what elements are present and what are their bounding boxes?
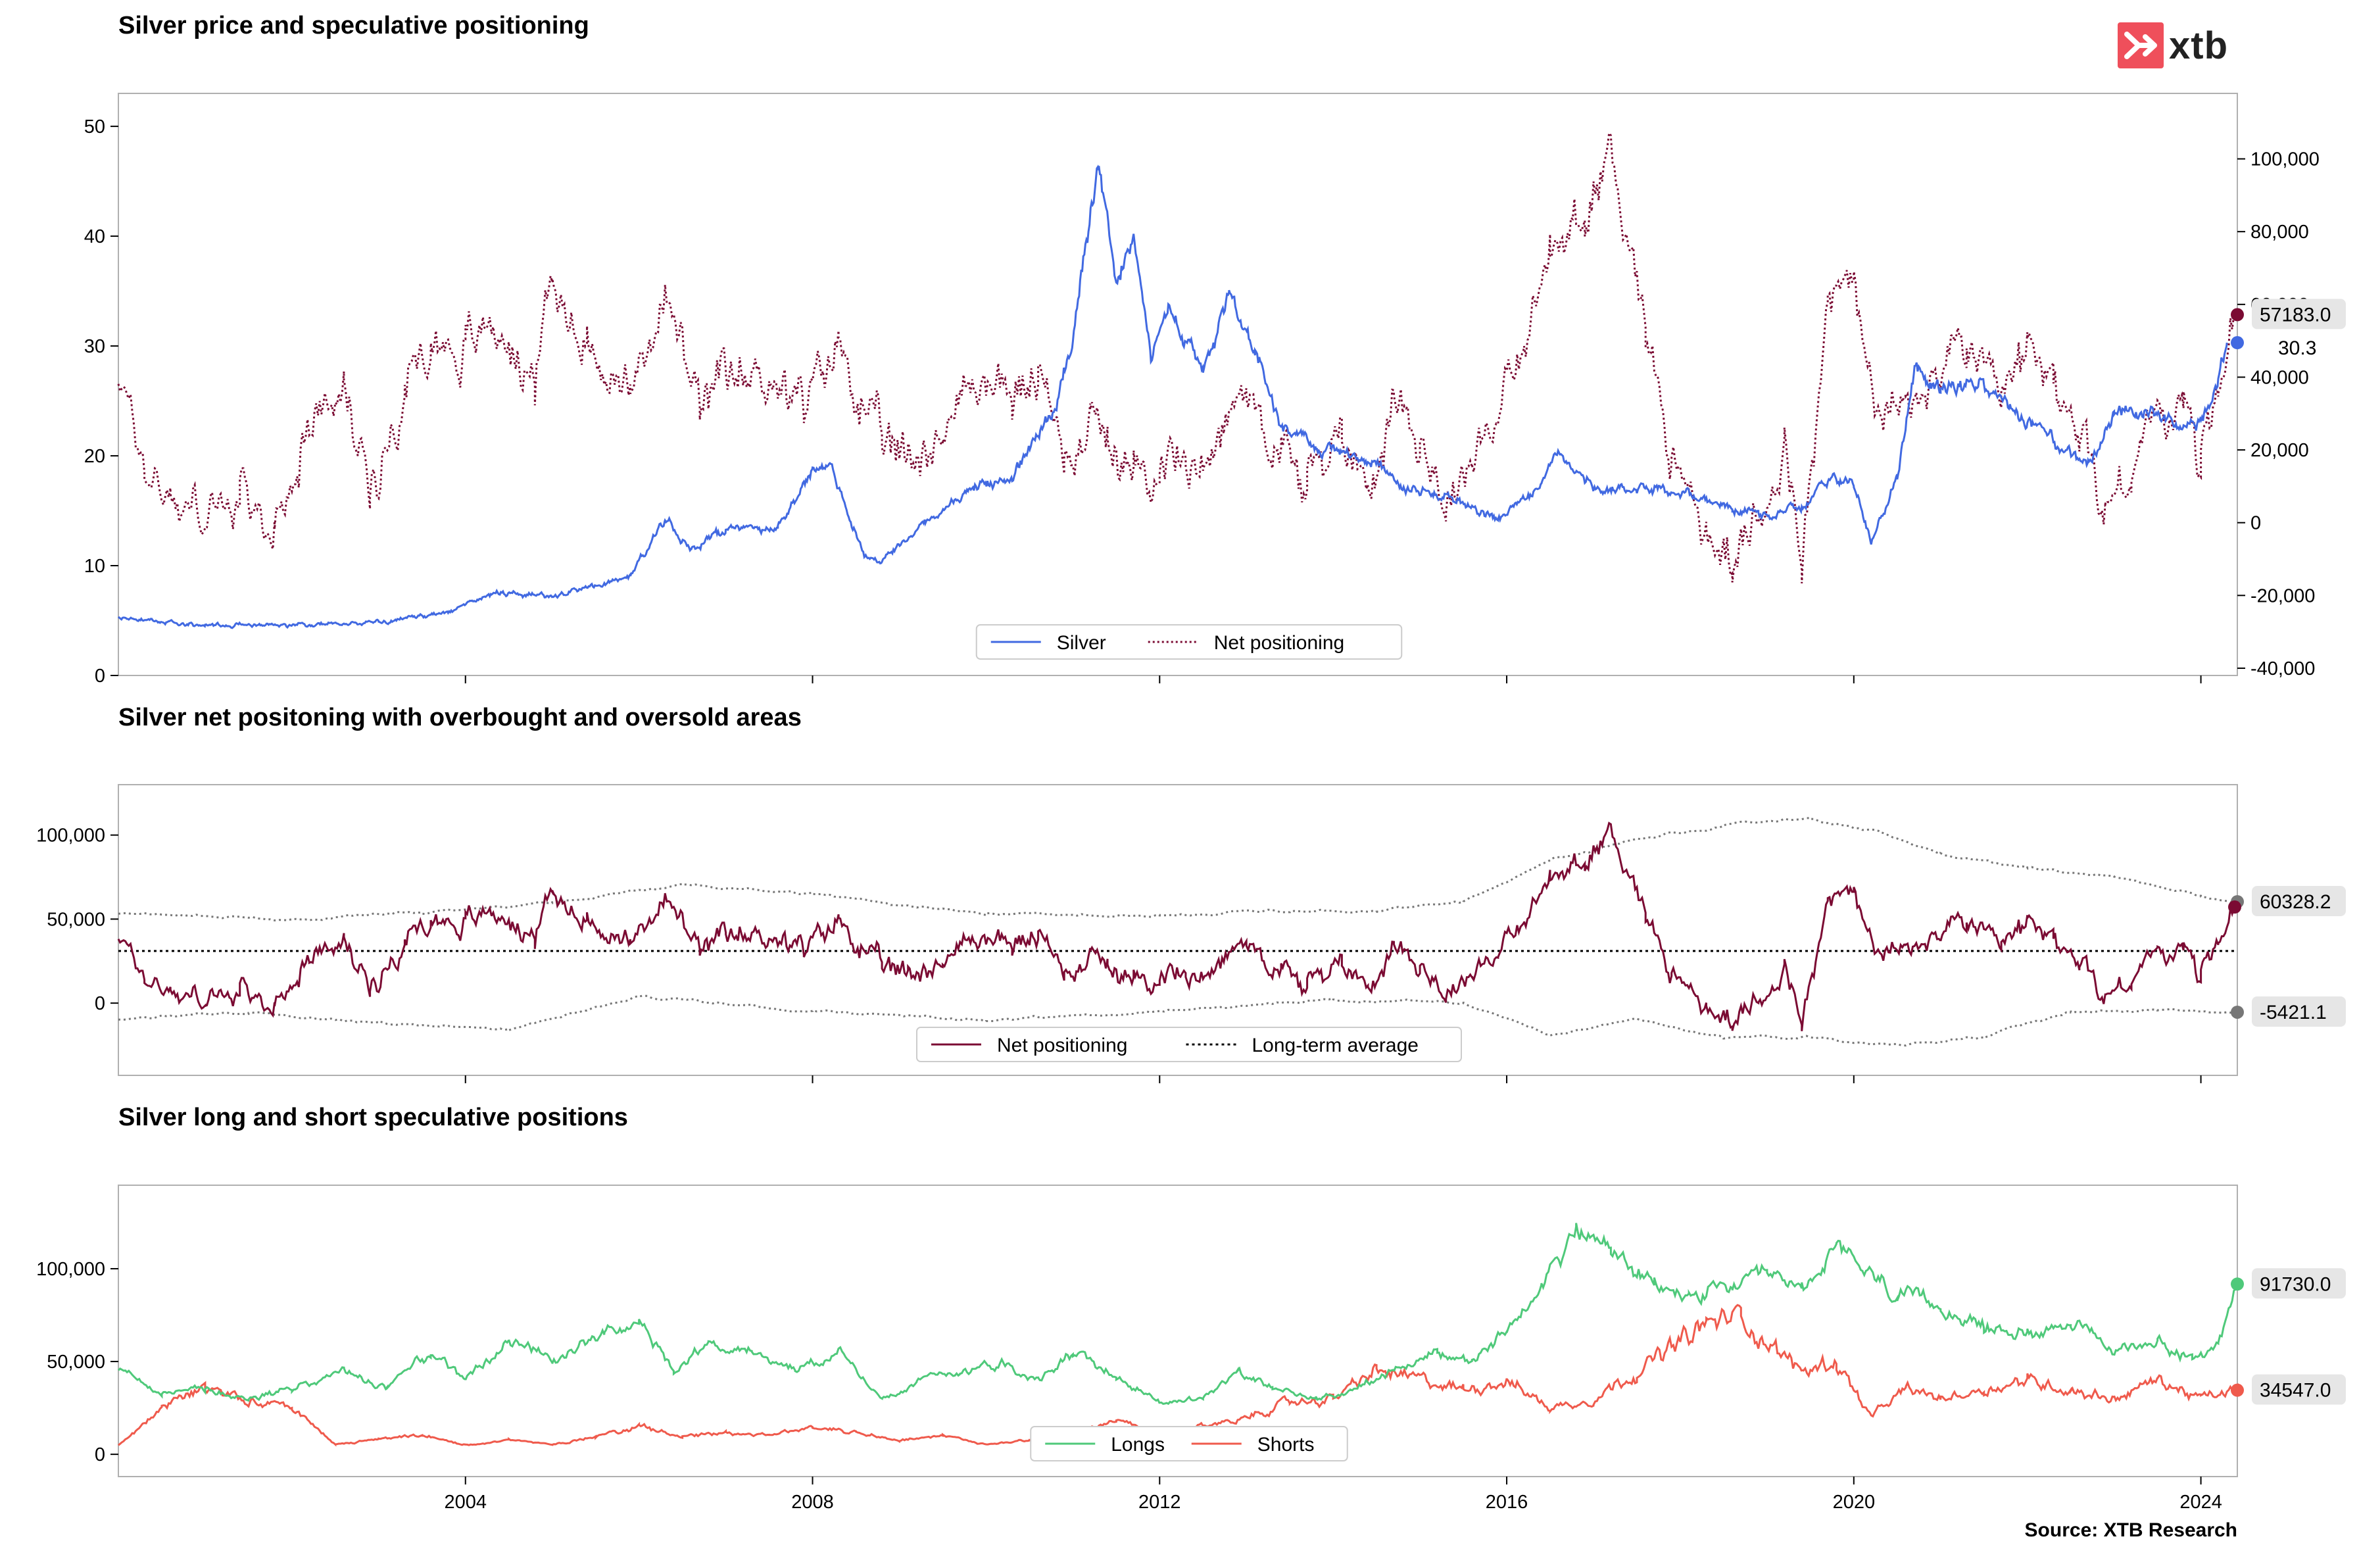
xtb-logo: xtb xyxy=(2118,22,2228,68)
source-note: Source: XTB Research xyxy=(2024,1519,2237,1541)
x-tick-label: 2008 xyxy=(791,1492,834,1513)
badge-shorts-dot xyxy=(2231,1383,2244,1397)
chart1-frame xyxy=(118,93,2238,676)
y-tick-label: 100,000 xyxy=(36,1259,105,1280)
net-positioning-line-2 xyxy=(117,821,2237,1031)
legend-label-shorts: Shorts xyxy=(1257,1434,1315,1456)
legend-label-silver: Silver xyxy=(1057,632,1106,654)
y-tick-label: 50,000 xyxy=(47,909,105,930)
y2-tick-label: 80,000 xyxy=(2250,222,2309,243)
chart3-frame xyxy=(118,1185,2238,1477)
x-tick-label: 2020 xyxy=(1833,1492,1876,1513)
badge-lower-label: -5421.1 xyxy=(2260,1002,2327,1023)
badge-lower-bg xyxy=(2252,996,2346,1027)
x-tick-label: 2024 xyxy=(2179,1492,2222,1513)
x-tick-label: 2016 xyxy=(1486,1492,1528,1513)
chart1-title: Silver price and speculative positioning xyxy=(118,12,589,39)
y-tick-label: 50 xyxy=(84,116,105,137)
badge-shorts-label: 34547.0 xyxy=(2260,1380,2331,1402)
legend-label-net: Net positioning xyxy=(1214,632,1344,654)
y-tick-label: 30 xyxy=(84,336,105,357)
badge-shorts-bg xyxy=(2252,1374,2346,1405)
badge-silver-label: 30.3 xyxy=(2278,337,2316,359)
y2-tick-label: 20,000 xyxy=(2250,440,2309,461)
silver-price-line xyxy=(117,164,2228,629)
y2-tick-label: -20,000 xyxy=(2250,585,2315,606)
silver-end-dot xyxy=(2231,336,2244,350)
badge-longs-dot xyxy=(2231,1277,2244,1291)
legend-label-avg: Long-term average xyxy=(1252,1035,1419,1056)
longs-line xyxy=(117,1223,2239,1406)
y-tick-label: 0 xyxy=(95,993,105,1014)
badge-longs-label: 91730.0 xyxy=(2260,1273,2331,1295)
xtb-logo-text: xtb xyxy=(2169,24,2228,67)
x-tick-label: 2004 xyxy=(445,1492,487,1513)
y-tick-label: 20 xyxy=(84,446,105,467)
xtb-logo-icon xyxy=(2118,22,2164,68)
chart2-title: Silver net positoning with overbought an… xyxy=(118,704,802,731)
chart2-frame xyxy=(118,784,2238,1076)
badge-upper-label: 60328.2 xyxy=(2260,891,2331,913)
badge-longs-bg xyxy=(2252,1268,2346,1299)
y-tick-label: 100,000 xyxy=(36,825,105,846)
legend-box xyxy=(1030,1426,1348,1461)
badge-upper-bg xyxy=(2252,886,2346,917)
badge-lower-dot xyxy=(2231,1005,2244,1019)
y2-tick-label: 40,000 xyxy=(2250,367,2309,388)
overbought-band-line xyxy=(118,817,2238,921)
y-tick-label: 50,000 xyxy=(47,1352,105,1373)
y-tick-label: 10 xyxy=(84,556,105,577)
net-positioning-line xyxy=(117,130,2237,583)
badge-net-dot xyxy=(2231,308,2244,322)
y2-tick-label: 100,000 xyxy=(2250,149,2320,170)
shorts-line xyxy=(118,1304,2239,1447)
badge-net-bg xyxy=(2252,299,2346,330)
y-tick-label: 0 xyxy=(95,666,105,687)
y2-tick-label: 0 xyxy=(2250,513,2261,534)
legend-box xyxy=(916,1027,1462,1062)
badge-net-label: 57183.0 xyxy=(2260,304,2331,326)
legend-label-longs: Longs xyxy=(1111,1434,1165,1456)
chart3-title: Silver long and short speculative positi… xyxy=(118,1104,628,1131)
oversold-band-line xyxy=(118,994,2238,1047)
legend-box xyxy=(975,624,1403,660)
y2-tick-label: -40,000 xyxy=(2250,658,2315,679)
y-tick-label: 0 xyxy=(95,1444,105,1465)
y-tick-label: 40 xyxy=(84,226,105,247)
x-tick-label: 2012 xyxy=(1138,1492,1181,1513)
net-end-dot xyxy=(2228,900,2241,914)
legend-label-net2: Net positioning xyxy=(997,1035,1127,1056)
